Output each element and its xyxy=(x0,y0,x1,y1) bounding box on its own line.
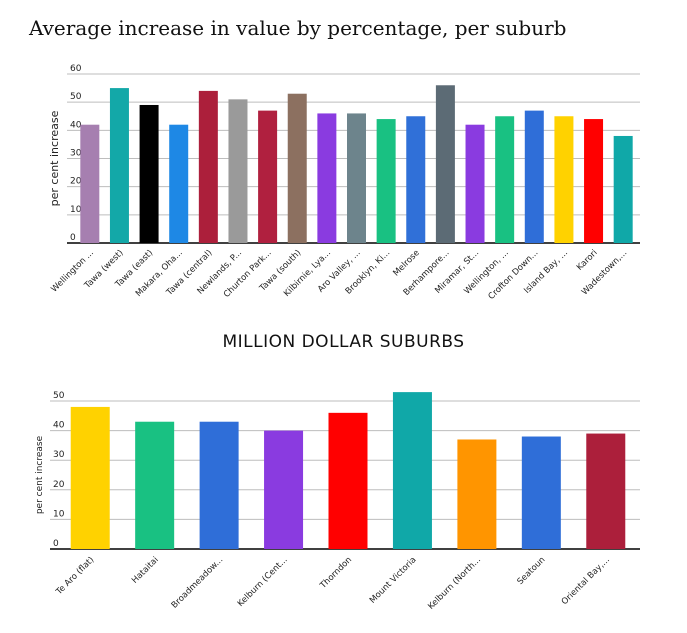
chart2-bar xyxy=(392,392,432,549)
chart1-bar xyxy=(317,113,337,243)
chart1-bar xyxy=(554,116,574,243)
chart1-bar xyxy=(198,90,218,244)
chart1-title: Average increase in value by percentage,… xyxy=(29,16,567,40)
chart1-bar xyxy=(109,88,129,243)
chart1-bar xyxy=(613,135,633,243)
chart1-bar xyxy=(584,119,604,243)
chart2-category-label: Te Aro (flat) xyxy=(54,555,97,598)
chart1-y-axis-label: per cent increase xyxy=(48,110,61,206)
chart2-category-label: Hataitai xyxy=(130,555,161,586)
chart1-bar xyxy=(287,93,307,243)
chart2-y-axis-label: per cent increase xyxy=(35,435,45,514)
chart1-y-tick-label: 20 xyxy=(70,177,82,187)
chart1-y-tick-label: 60 xyxy=(70,64,82,74)
chart2-category-label: Kelburn (Cent... xyxy=(236,555,290,609)
chart2-y-tick-label: 0 xyxy=(53,539,59,549)
chart1-bar xyxy=(495,116,515,243)
chart1-bar xyxy=(80,124,100,243)
chart2-bar xyxy=(457,439,497,549)
chart2-bar xyxy=(199,421,239,549)
chart2-category-label: Seatoun xyxy=(516,555,548,587)
chart1-bar xyxy=(169,124,189,243)
chart2-bar xyxy=(70,406,110,549)
chart1-bar xyxy=(465,124,485,243)
chart2-bar xyxy=(264,430,304,549)
chart2-category-label: Mount Victoria xyxy=(368,555,419,606)
chart2-category-label: Oriental Bay,... xyxy=(560,555,612,607)
chart2-y-tick-label: 30 xyxy=(53,450,65,460)
chart1-bar xyxy=(139,104,159,243)
chart1-y-tick-label: 50 xyxy=(70,92,82,102)
chart1-bar xyxy=(376,119,396,243)
chart2-bar xyxy=(586,433,626,549)
chart2-category-label: Broadmeadow... xyxy=(170,555,226,611)
chart2-title: MILLION DOLLAR SUBURBS xyxy=(222,332,465,352)
chart1-bar xyxy=(524,110,544,243)
chart2-y-tick-label: 50 xyxy=(53,391,65,401)
chart1-y-tick-label: 10 xyxy=(70,205,82,215)
chart2-bar xyxy=(135,421,175,549)
chart2-category-label: Thorndon xyxy=(318,555,354,591)
chart2-category-label: Kelburn (North... xyxy=(426,555,483,612)
chart2-y-tick-label: 40 xyxy=(53,421,65,431)
chart1-bar xyxy=(228,99,248,243)
chart1-bar xyxy=(406,116,426,243)
chart1-y-tick-label: 0 xyxy=(70,233,76,243)
chart2-bar xyxy=(521,436,561,549)
chart2-y-tick-label: 10 xyxy=(53,509,65,519)
chart2-y-tick-label: 20 xyxy=(53,480,65,490)
chart2-bar xyxy=(328,412,368,549)
chart1-category-label: Karori xyxy=(575,248,600,273)
chart1-bar xyxy=(258,110,278,243)
chart1-y-tick-label: 40 xyxy=(70,120,82,130)
chart1-bar xyxy=(347,113,366,243)
chart1-bar xyxy=(435,85,455,244)
chart1-y-tick-label: 30 xyxy=(70,149,82,159)
